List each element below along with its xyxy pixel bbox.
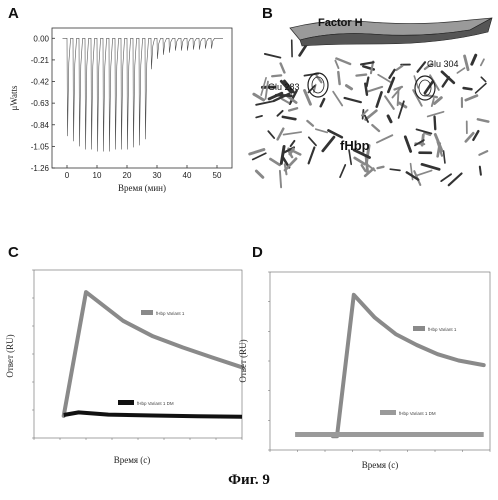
factor-h-ribbon-shade	[299, 17, 493, 47]
figure-caption: Фиг. 9	[228, 472, 270, 488]
panel-letter-c: C	[8, 244, 19, 261]
chart-c-legend-2: fHbp Variant 1 DM	[137, 401, 174, 406]
chart-d-legend-swatch-2	[380, 410, 396, 415]
chart-c-legend-swatch-1	[141, 310, 153, 315]
factor-h-label: Factor H	[318, 17, 363, 29]
panel-letter-a: A	[8, 5, 19, 22]
chart-a-ytick-label: -0.42	[31, 78, 50, 87]
chart-c-legend-1: fHbp Variant 1	[156, 311, 185, 316]
structure-image: Factor H Glu 283 Glu 304 fHbp	[248, 17, 493, 189]
chart-a-ytick-label: -1.26	[31, 164, 50, 173]
chart-a-xtick-label: 20	[123, 171, 132, 180]
chart-d-legend-swatch-1	[413, 326, 425, 331]
chart-a-xtick-label: 50	[213, 171, 222, 180]
chart-a-xtick-label: 0	[65, 171, 70, 180]
chart-a-xtick-label: 10	[93, 171, 102, 180]
chart-a-xtick-label: 40	[183, 171, 192, 180]
chart-a-ylabel: μWatts	[9, 85, 19, 111]
chart-d: fHbp Variant 1 fHbp Variant 1 DM Ответ (…	[238, 271, 491, 470]
chart-d-legend-2: fHbp Variant 1 DM	[399, 411, 436, 416]
chart-d-ylabel: Ответ (RU)	[238, 339, 248, 382]
glu283-mesh	[307, 72, 329, 98]
chart-c-xlabel: Время (с)	[114, 455, 151, 465]
chart-d-series-variant1	[330, 292, 486, 439]
chart-a: 0.00 -0.21 -0.42 -0.63 -0.84 -1.05 -1.26 0 10 20…	[9, 27, 233, 193]
panel-letter-b: B	[262, 5, 273, 22]
chart-a-ytick-label: -0.63	[31, 99, 50, 108]
fhbp-label: fHbp	[340, 138, 370, 153]
chart-a-ytick-label: -1.05	[31, 142, 50, 151]
chart-a-xtick-label: 30	[153, 171, 162, 180]
chart-d-xlabel: Время (с)	[362, 460, 399, 470]
glu283-label: Glu 283	[268, 82, 300, 92]
chart-a-thermogram	[62, 37, 223, 152]
chart-c-ylabel: Ответ (RU)	[5, 334, 15, 377]
panel-letter-d: D	[252, 244, 263, 261]
chart-a-frame	[51, 27, 233, 169]
structure-sticks	[248, 38, 490, 189]
chart-c-legend-swatch-2	[118, 400, 134, 405]
chart-a-ytick-label: -0.84	[31, 121, 50, 130]
chart-a-xlabel: Время (мин)	[118, 183, 166, 193]
chart-d-legend-1: fHbp Variant 1	[428, 327, 457, 332]
chart-c-series-variant1	[61, 290, 244, 418]
glu304-label: Glu 304	[427, 59, 459, 69]
chart-c: fHbp Variant 1 fHbp Variant 1 DM Ответ (…	[5, 269, 244, 465]
chart-c-series-variant1-dm	[63, 410, 243, 419]
chart-a-ytick-label: -0.21	[31, 56, 50, 65]
glu304-mesh	[414, 75, 436, 101]
chart-a-ytick-label: 0.00	[33, 34, 49, 43]
